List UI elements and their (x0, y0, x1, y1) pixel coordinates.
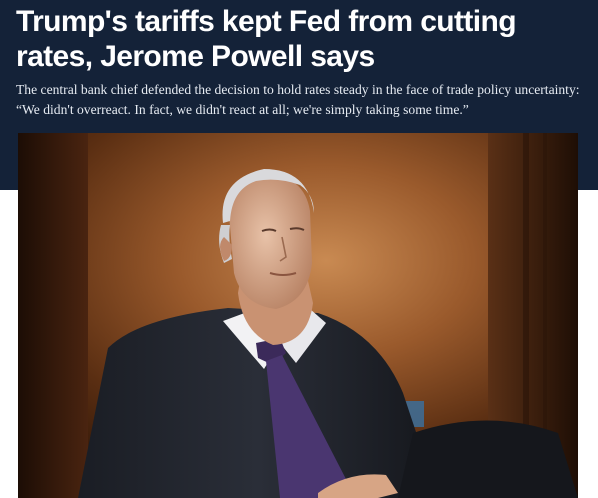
article-headline[interactable]: Trump's tariffs kept Fed from cutting ra… (16, 5, 517, 73)
hero-image-illustration (18, 133, 578, 498)
article-dek: The central bank chief defended the deci… (16, 82, 580, 117)
article-hero-image[interactable] (18, 133, 578, 498)
